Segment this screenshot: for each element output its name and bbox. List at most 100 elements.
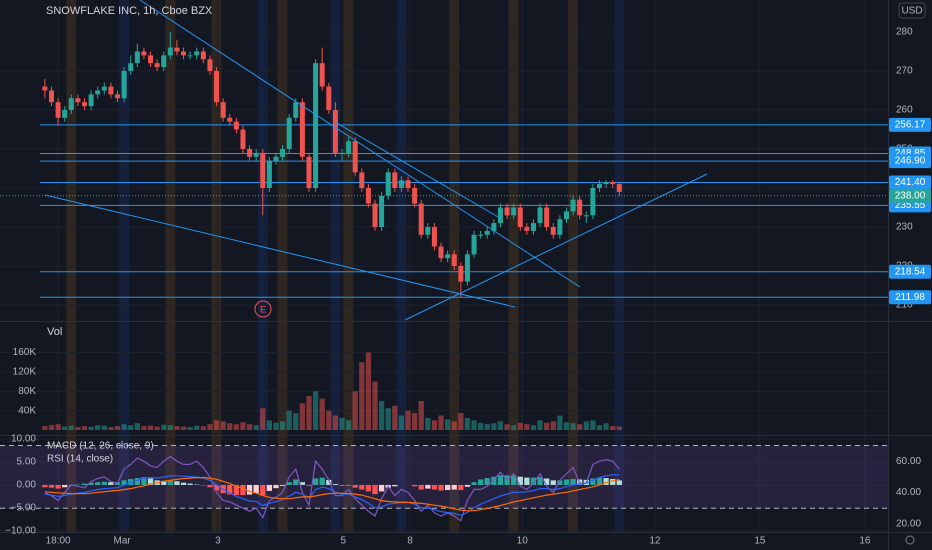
candle-body: [253, 152, 259, 157]
macd-histogram-bar: [134, 478, 140, 485]
volume-bar: [134, 423, 140, 430]
y-tick-label: 10.00: [11, 434, 36, 445]
volume-bar: [511, 425, 517, 430]
volume-bar: [444, 419, 451, 430]
volume-bar: [141, 426, 147, 430]
level-tag: [889, 117, 931, 132]
macd-histogram-bar: [319, 477, 325, 485]
macd-histogram-bar: [312, 478, 319, 485]
volume-bar: [537, 420, 543, 430]
level-label: 235.55: [895, 200, 926, 211]
macd-histogram-bar: [484, 478, 490, 485]
overlay: 18:00Mar35810121516210220230240250260270…: [5, 27, 931, 547]
plot: [0, 31, 888, 522]
candle-body: [128, 63, 134, 71]
volume-label: Vol: [47, 326, 62, 338]
macd-histogram-bar: [88, 482, 94, 485]
volume-bar: [266, 420, 273, 430]
currency-box[interactable]: [898, 2, 926, 19]
volume-bar: [431, 420, 438, 430]
y-tick-label: 0.00: [17, 480, 37, 491]
volume-bar: [359, 362, 365, 430]
candle-body: [75, 98, 81, 103]
volume-bar: [306, 396, 312, 430]
candle-body: [280, 148, 286, 157]
level-label: 248.85: [895, 148, 926, 159]
candle-body: [95, 90, 101, 95]
macd-histogram-bar: [55, 484, 61, 489]
candle-body: [352, 141, 358, 173]
trend-line: [44, 194, 516, 308]
macd-histogram-bar: [544, 478, 550, 485]
y-tick-label: 20.00: [896, 519, 921, 530]
last-price-label: 238.00: [895, 190, 926, 201]
candle-body: [372, 203, 378, 228]
candle-body: [570, 199, 576, 212]
macd-histogram-bar: [207, 484, 213, 488]
candle-body: [161, 55, 167, 68]
level-tag: [889, 175, 931, 190]
volume-bar: [471, 420, 477, 430]
rsi-line: [44, 455, 620, 522]
candle-body: [293, 102, 299, 118]
candle-body: [511, 207, 517, 216]
macd-histogram-bar: [167, 480, 173, 485]
event-marker[interactable]: [254, 300, 272, 318]
candle-body: [207, 59, 213, 71]
y-tick-label: 230: [896, 222, 913, 233]
macd-histogram-bar: [352, 484, 358, 488]
y-tick-label: 280: [896, 27, 913, 38]
candle-body: [610, 182, 616, 185]
macd-histogram-bar: [418, 484, 424, 490]
volume-bar: [180, 426, 187, 430]
y-tick-label: −10.00: [5, 526, 36, 537]
volume-bar: [478, 422, 484, 430]
macd-histogram-bar: [147, 478, 154, 485]
settings-icon[interactable]: [905, 535, 915, 545]
x-tick-label: 10: [517, 536, 529, 547]
candle-body: [385, 172, 391, 196]
volume-bar: [352, 391, 358, 430]
macd-histogram-bar: [332, 484, 339, 485]
volume-bar: [81, 426, 88, 430]
candle-body: [266, 160, 272, 188]
candle-body: [583, 215, 589, 217]
candle-body: [359, 172, 365, 188]
candle-body: [141, 51, 147, 56]
volume-bar: [385, 408, 391, 430]
candle-body: [596, 184, 602, 188]
volume-bar: [114, 426, 121, 430]
grid: [0, 0, 892, 532]
candle-body: [418, 203, 424, 235]
candle-body: [603, 182, 609, 185]
volume-bar: [345, 420, 352, 430]
candle-body: [134, 51, 140, 64]
candle-body: [227, 117, 233, 122]
macd-histogram-bar: [253, 484, 259, 494]
level-tag: [889, 290, 931, 305]
candle-body: [233, 121, 239, 130]
candle-body: [121, 70, 127, 99]
candle-body: [240, 129, 246, 149]
candle-body: [590, 187, 596, 216]
candle-body: [431, 227, 437, 247]
macd-histogram-bar: [240, 484, 246, 496]
volume-bar: [557, 415, 563, 430]
volume-bar: [88, 426, 94, 430]
volume-bar: [48, 425, 55, 430]
macd-histogram-bar: [180, 482, 187, 485]
macd-histogram-bar: [101, 481, 107, 485]
macd-histogram-bar: [279, 484, 286, 486]
candle-body: [81, 102, 88, 107]
candle-body: [247, 148, 253, 157]
volume-bar: [616, 426, 622, 430]
macd-histogram-bar: [570, 478, 576, 485]
macd-histogram-bar: [497, 475, 504, 485]
signal-line: [44, 477, 620, 512]
volume-bar: [147, 425, 154, 430]
volume-bar: [339, 417, 345, 430]
volume-bar: [121, 424, 127, 430]
volume-bar: [312, 391, 319, 430]
candle-body: [339, 152, 345, 154]
